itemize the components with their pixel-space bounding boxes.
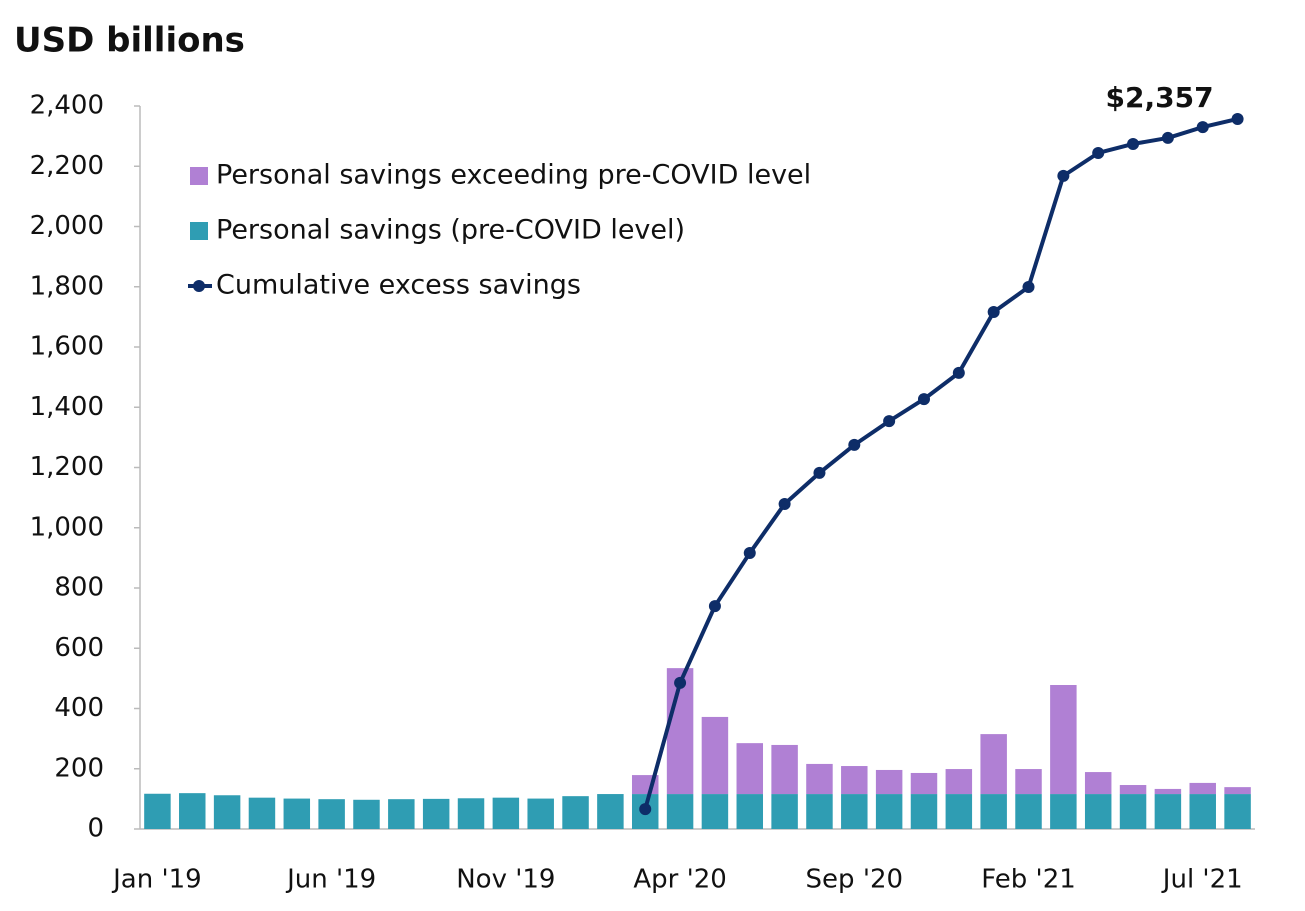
line-point xyxy=(708,600,721,613)
y-tick-label: 2,000 xyxy=(30,211,104,241)
y-tick-label: 200 xyxy=(54,753,104,783)
line-point xyxy=(1127,137,1140,150)
line-point xyxy=(1022,281,1035,294)
y-tick-label: 2,400 xyxy=(30,91,104,121)
chart-title: USD billions xyxy=(14,21,245,61)
line-point xyxy=(1057,169,1070,182)
y-tick-label: 1,600 xyxy=(30,332,104,362)
y-tick-label: 1,400 xyxy=(30,392,104,422)
y-tick-label: 0 xyxy=(87,814,104,844)
bar xyxy=(910,772,938,795)
bar xyxy=(841,766,868,795)
bar xyxy=(701,794,729,829)
bar xyxy=(248,797,276,829)
bar xyxy=(875,794,903,829)
bar xyxy=(318,799,345,829)
bar xyxy=(701,716,729,795)
x-tick-label: Nov '19 xyxy=(456,865,555,895)
bar xyxy=(388,799,415,829)
bar xyxy=(353,799,380,829)
line-point xyxy=(917,393,930,406)
legend-swatch xyxy=(193,280,205,292)
y-tick-label: 1,800 xyxy=(30,271,104,301)
line-point xyxy=(743,547,756,560)
y-tick-label: 400 xyxy=(54,693,104,723)
bar xyxy=(806,763,833,795)
y-tick-label: 2,200 xyxy=(30,151,104,181)
y-tick-label: 800 xyxy=(54,573,104,603)
line-point xyxy=(674,676,687,689)
bar xyxy=(144,793,171,829)
line xyxy=(643,117,1239,810)
legend-label: Personal savings exceeding pre-COVID lev… xyxy=(216,160,811,191)
x-tick-label: Sep '20 xyxy=(806,865,904,895)
bar xyxy=(945,769,973,795)
legend-label: Personal savings (pre-COVID level) xyxy=(216,215,685,246)
x-tick-label: Jun '19 xyxy=(285,865,376,895)
bar xyxy=(179,793,206,829)
bar xyxy=(283,798,311,829)
bar xyxy=(806,794,833,829)
bar xyxy=(771,794,798,829)
bar xyxy=(213,795,241,829)
bar xyxy=(875,769,903,795)
bar xyxy=(945,794,973,829)
bar xyxy=(1084,772,1112,795)
bar xyxy=(771,744,798,795)
bar xyxy=(980,794,1007,829)
line-point xyxy=(883,415,896,428)
bar xyxy=(1189,794,1216,829)
bar xyxy=(597,794,624,829)
line-point xyxy=(952,366,965,379)
y-tick-label: 1,000 xyxy=(30,512,104,542)
bar xyxy=(1015,794,1042,829)
bar xyxy=(736,743,764,795)
bar xyxy=(1224,794,1251,829)
line-point xyxy=(813,466,826,479)
bar xyxy=(1050,794,1077,829)
bar xyxy=(1224,787,1251,795)
bar xyxy=(1015,769,1042,795)
legend-label: Cumulative excess savings xyxy=(216,270,581,301)
bar xyxy=(492,797,520,829)
bar xyxy=(910,794,938,829)
line-point xyxy=(778,497,791,510)
x-tick-label: Jan '19 xyxy=(111,865,202,895)
line-point xyxy=(987,306,1000,319)
bar xyxy=(736,794,764,829)
bar xyxy=(666,794,694,829)
y-tick-label: 1,200 xyxy=(30,452,104,482)
data-label: $2,357 xyxy=(1106,81,1214,114)
x-tick-label: Feb '21 xyxy=(981,865,1076,895)
x-tick-label: Apr '20 xyxy=(633,865,726,895)
bar xyxy=(1154,794,1182,829)
bar xyxy=(1084,794,1112,829)
x-tick-label: Jul '21 xyxy=(1161,865,1243,895)
line-point xyxy=(1196,121,1209,134)
line-point xyxy=(1092,146,1105,159)
bar xyxy=(1050,685,1077,795)
bar xyxy=(527,798,554,829)
line-point xyxy=(1161,131,1174,144)
line-point xyxy=(848,438,861,451)
bar xyxy=(1119,794,1147,829)
bar xyxy=(980,734,1007,795)
bar xyxy=(1189,782,1216,795)
line-point xyxy=(639,803,652,816)
bar xyxy=(1154,788,1182,795)
line-point xyxy=(1231,112,1244,125)
bar xyxy=(422,798,450,829)
bar xyxy=(457,798,485,829)
bar xyxy=(841,794,868,829)
y-tick-label: 600 xyxy=(54,633,104,663)
bar xyxy=(562,796,589,829)
bar xyxy=(1119,785,1147,795)
legend-swatch xyxy=(190,167,208,185)
legend-swatch xyxy=(190,222,208,240)
